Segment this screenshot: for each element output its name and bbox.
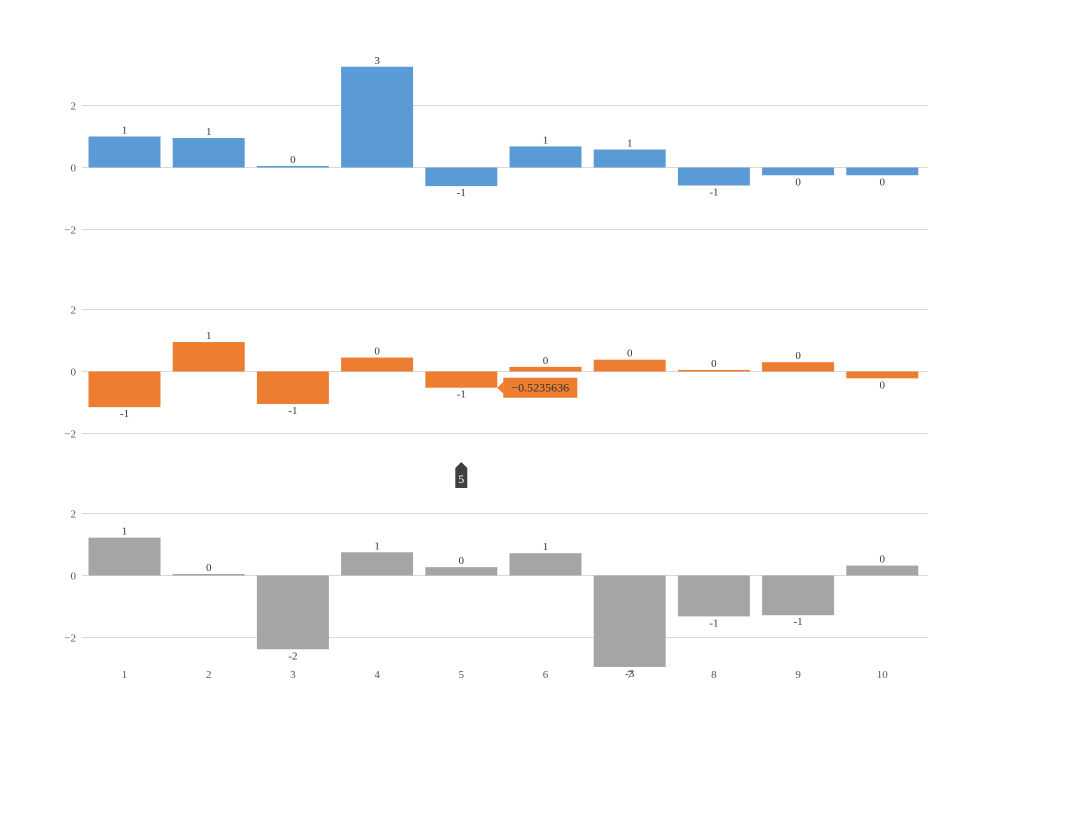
- data-label: 1: [206, 330, 212, 342]
- bar[interactable]: [172, 342, 245, 372]
- data-label: 0: [374, 346, 380, 358]
- data-label: -1: [288, 405, 297, 417]
- data-label: -1: [709, 617, 718, 629]
- tooltip-pointer: [497, 381, 504, 394]
- data-label: 0: [880, 176, 886, 188]
- data-label: 0: [795, 176, 801, 188]
- bar[interactable]: [341, 66, 414, 168]
- cursor-label: 5: [458, 472, 464, 486]
- data-label: 1: [122, 125, 128, 137]
- bar[interactable]: [509, 146, 582, 168]
- bar[interactable]: [677, 575, 750, 617]
- bar[interactable]: [88, 537, 161, 576]
- data-label: -3: [625, 668, 635, 680]
- data-label: -1: [709, 186, 718, 198]
- data-label: 3: [374, 55, 380, 67]
- data-label: 1: [627, 138, 633, 150]
- y-tick-label: 2: [71, 509, 77, 521]
- data-label: 0: [711, 358, 717, 370]
- bar[interactable]: [762, 362, 835, 372]
- data-label: 0: [880, 554, 886, 566]
- y-tick-label: 2: [71, 305, 77, 317]
- y-tick-label: 2: [71, 101, 77, 113]
- data-label: 1: [374, 540, 380, 552]
- bar[interactable]: [425, 567, 498, 576]
- data-label: 0: [543, 355, 549, 367]
- bar[interactable]: [341, 357, 414, 372]
- y-tick-label: −2: [64, 225, 76, 237]
- y-tick-label: −2: [64, 633, 76, 645]
- data-label: -1: [794, 616, 803, 628]
- tooltip-box: [503, 377, 578, 398]
- x-tick-label: 2: [206, 669, 212, 681]
- data-label: 0: [880, 379, 886, 391]
- bar[interactable]: [425, 371, 498, 388]
- y-tick-label: 0: [71, 163, 77, 175]
- data-label: -1: [457, 187, 466, 199]
- data-label: 1: [206, 126, 212, 138]
- bar[interactable]: [88, 371, 161, 408]
- bar[interactable]: [425, 167, 498, 187]
- data-label: -1: [120, 408, 129, 420]
- bar[interactable]: [762, 575, 835, 616]
- bar[interactable]: [762, 167, 835, 176]
- y-tick-label: 0: [71, 571, 77, 583]
- data-label: 0: [290, 154, 296, 166]
- tooltip-value: −0.5235636: [511, 381, 569, 395]
- x-tick-label: 8: [711, 669, 717, 681]
- bar[interactable]: [677, 167, 750, 186]
- data-label: 0: [795, 350, 801, 362]
- bar[interactable]: [341, 552, 414, 576]
- bar[interactable]: [256, 371, 329, 405]
- bar[interactable]: [846, 371, 919, 379]
- data-label: 1: [543, 134, 549, 146]
- x-tick-label: 4: [374, 669, 380, 681]
- data-label: 0: [627, 348, 633, 360]
- bar[interactable]: [846, 565, 919, 576]
- x-tick-label: 10: [877, 669, 889, 681]
- bar[interactable]: [846, 167, 919, 176]
- data-label: 0: [206, 562, 212, 574]
- x-tick-label: 1: [122, 669, 128, 681]
- x-tick-label: 7: [627, 669, 633, 681]
- data-label: -2: [288, 650, 297, 662]
- bar[interactable]: [593, 149, 666, 168]
- bar[interactable]: [172, 574, 245, 576]
- bar[interactable]: [509, 366, 582, 372]
- bar[interactable]: [509, 553, 582, 576]
- bar[interactable]: [593, 359, 666, 372]
- data-label: 0: [459, 555, 465, 567]
- bar[interactable]: [593, 575, 666, 667]
- data-label: 1: [543, 541, 549, 553]
- bar[interactable]: [256, 166, 329, 168]
- x-tick-label: 5: [459, 669, 465, 681]
- bar[interactable]: [172, 138, 245, 168]
- bar[interactable]: [677, 369, 750, 372]
- data-label: 1: [122, 526, 128, 538]
- bar[interactable]: [256, 575, 329, 650]
- x-tick-label: 3: [290, 669, 296, 681]
- cursor-marker: [455, 462, 468, 488]
- x-tick-label: 9: [795, 669, 801, 681]
- y-tick-label: −2: [64, 429, 76, 441]
- x-tick-label: 6: [543, 669, 549, 681]
- bar[interactable]: [88, 136, 161, 168]
- y-tick-label: 0: [71, 367, 77, 379]
- data-label: -1: [457, 389, 466, 401]
